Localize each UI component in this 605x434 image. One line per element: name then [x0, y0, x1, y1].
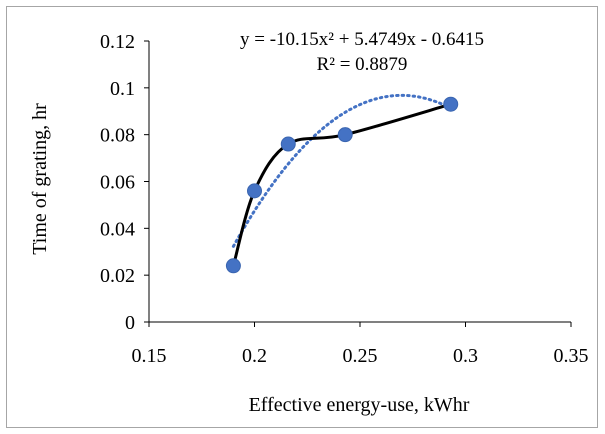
y-tick-label: 0.06 — [100, 172, 135, 194]
y-tick-label: 0.12 — [100, 31, 135, 53]
data-point — [247, 183, 262, 199]
markers-group — [225, 96, 459, 274]
chart-svg: 0 0.02 0.04 0.06 0.08 0.1 0.12 0.15 0.2 0.25 0.3 0.… — [29, 29, 589, 416]
axes: 0 0.02 0.04 0.06 0.08 0.1 0.12 0.15 0.2 0.25 0.3 0.… — [100, 31, 589, 367]
trendline-r-squared: R² = 0.8879 — [317, 54, 408, 75]
trendline-path — [231, 93, 453, 248]
data-point — [337, 127, 353, 143]
x-tick-label: 0.25 — [343, 345, 378, 367]
y-tick-label: 0.08 — [100, 125, 135, 147]
data-point — [280, 136, 296, 152]
x-axis-title: Effective energy-use, kWhr — [249, 394, 470, 416]
y-tick-label: 0.04 — [100, 218, 135, 240]
y-tick-label: 0 — [125, 312, 135, 334]
x-tick-label: 0.2 — [242, 345, 267, 367]
trendline-group — [231, 93, 453, 248]
trendline-equation: y = -10.15x² + 5.4749x - 0.6415 — [240, 29, 484, 50]
x-tick-label: 0.35 — [554, 345, 589, 367]
chart-frame: 0 0.02 0.04 0.06 0.08 0.1 0.12 0.15 0.2 0.25 0.3 0.… — [6, 6, 598, 428]
data-point — [443, 96, 459, 112]
y-tick-label: 0.1 — [110, 78, 135, 100]
y-tick-label: 0.02 — [100, 265, 135, 287]
x-tick-label: 0.3 — [453, 345, 478, 367]
x-tick-label: 0.15 — [132, 345, 167, 367]
y-axis-title: Time of grating, hr — [29, 103, 51, 255]
data-point — [225, 258, 241, 274]
